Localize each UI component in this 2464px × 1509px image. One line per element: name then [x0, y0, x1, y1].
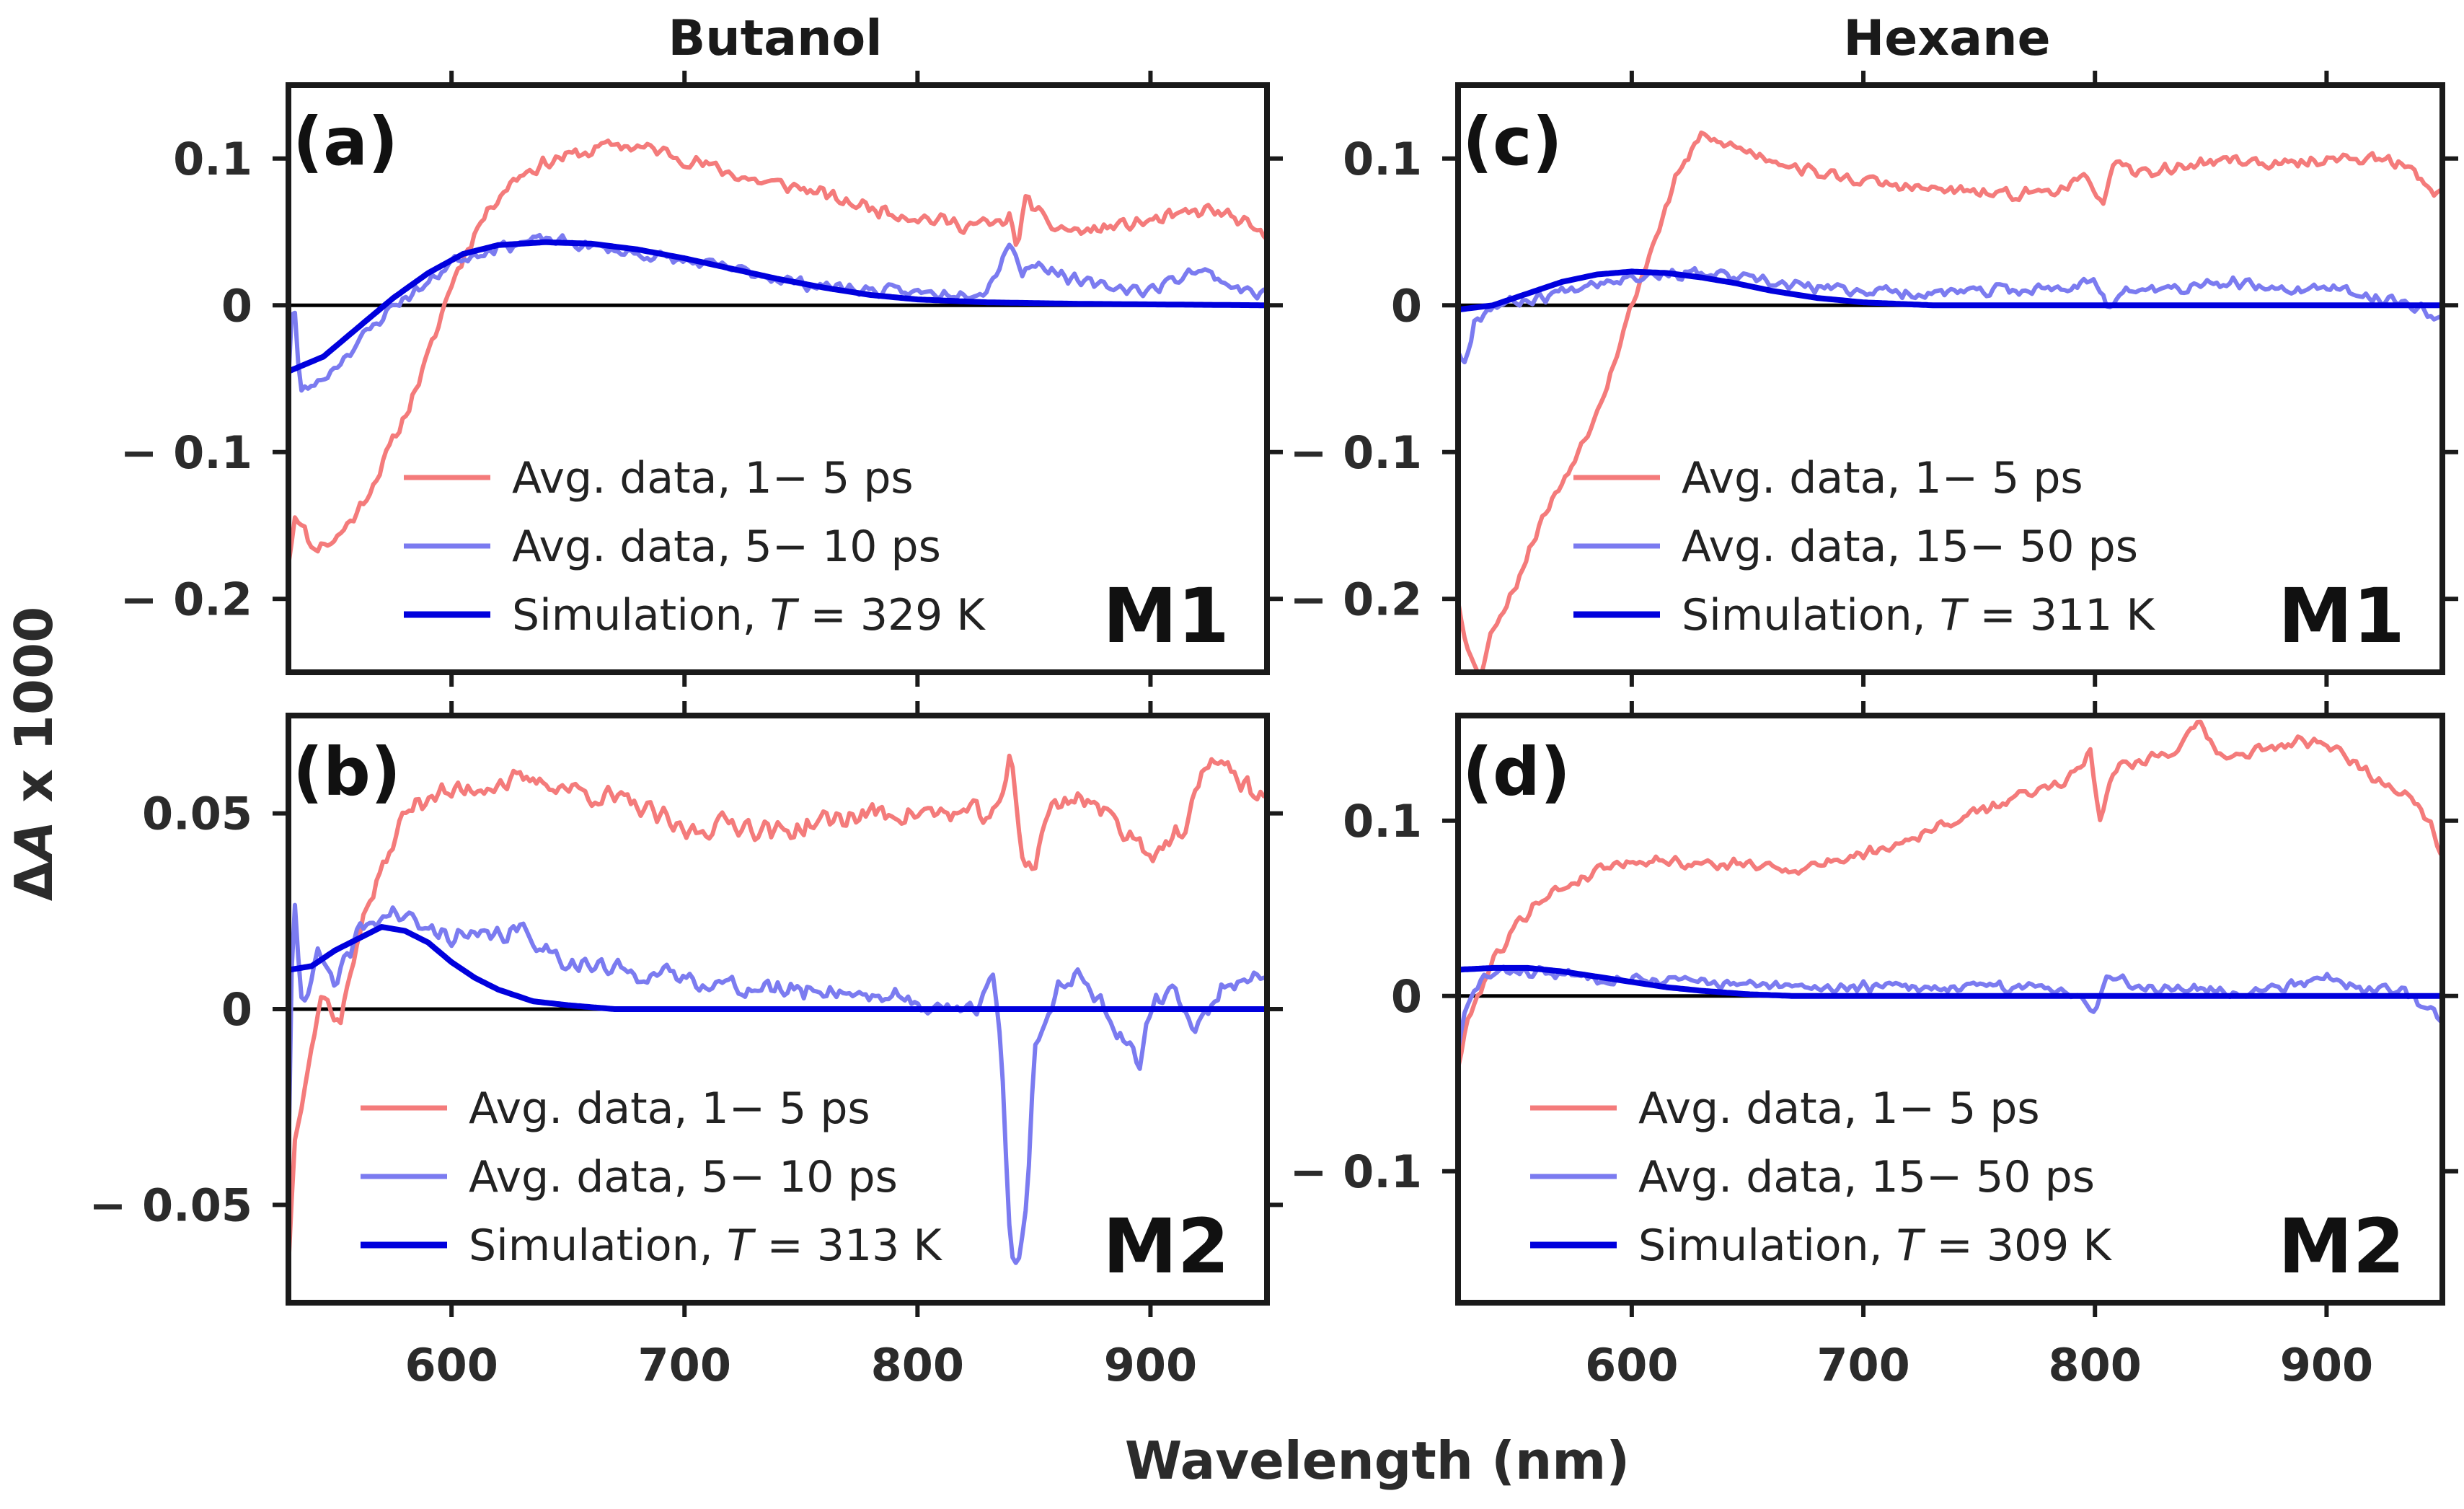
legend-entry-temp-symbol-b: T	[727, 1220, 756, 1271]
legend-entry-label-d-3: Simulation,	[1638, 1220, 1896, 1271]
legend-entry-temp-value-a: = 329 K	[796, 590, 986, 641]
legend-entry-c-3: Simulation, T = 311 K	[1682, 590, 2155, 641]
legend-entry-a-2: Avg. data, 5− 10 ps	[512, 522, 941, 572]
column-title-butanol: Butanol	[668, 10, 882, 67]
legend-entry-label-a-3: Simulation,	[512, 590, 770, 641]
plot-area-c	[1458, 130, 2442, 672]
legend-entry-d-2: Avg. data, 15− 50 ps	[1638, 1152, 2095, 1202]
x-tick-label-d-2: 800	[2049, 1339, 2142, 1391]
x-tick-label-b-1: 700	[638, 1339, 731, 1391]
y-tick-label-b-0: 0.05	[142, 788, 252, 840]
legend-entry-c-1: Avg. data, 1− 5 ps	[1682, 453, 2083, 503]
legend-entry-label-c-3: Simulation,	[1682, 590, 1940, 641]
legend-entry-d-3: Simulation, T = 309 K	[1638, 1220, 2112, 1271]
x-tick-label-b-3: 900	[1104, 1339, 1197, 1391]
y-tick-label-a-2: − 0.1	[120, 426, 252, 479]
series-line-d-3	[1458, 964, 2442, 999]
y-tick-label-d-0: 0.1	[1343, 795, 1422, 848]
y-axis-label-symbol: A	[4, 821, 64, 865]
y-tick-label-b-2: − 0.05	[89, 1179, 252, 1231]
x-axis-label: Wavelength (nm)	[1125, 1430, 1630, 1491]
y-tick-label-c-2: − 0.1	[1290, 426, 1422, 479]
legend-a: Avg. data, 1− 5 ps Avg. data, 5− 10 ps Sim…	[404, 453, 986, 641]
panel-label-b: (b)	[293, 734, 401, 811]
y-tick-label-a-3: − 0.2	[120, 573, 252, 625]
legend-entry-c-2: Avg. data, 15− 50 ps	[1682, 522, 2138, 572]
plot-frame-c	[1455, 82, 2445, 675]
x-tick-label-d-1: 700	[1816, 1339, 1909, 1391]
legend-b: Avg. data, 1− 5 ps Avg. data, 5− 10 ps Sim…	[361, 1083, 942, 1271]
y-tick-label-d-2: − 0.1	[1290, 1145, 1422, 1198]
series-line-b-1	[288, 753, 1267, 1270]
legend-entry-temp-value-d: = 309 K	[1922, 1220, 2112, 1271]
series-line-a-1	[288, 138, 1267, 568]
legend-entry-temp-value-c: = 311 K	[1966, 590, 2155, 641]
legend-entry-b-3: Simulation, T = 313 K	[469, 1220, 942, 1271]
legend-entry-label-b-3: Simulation,	[469, 1220, 727, 1271]
model-label-c: M1	[2278, 572, 2405, 660]
legend-entry-temp-symbol-d: T	[1896, 1220, 1926, 1271]
panel-label-a: (a)	[293, 103, 398, 180]
y-axis-label: ΔA x 1000	[4, 607, 64, 901]
plot-area-d	[1458, 719, 2442, 1070]
y-tick-label-b-1: 0	[221, 983, 252, 1036]
x-tick-label-b-2: 800	[871, 1339, 964, 1391]
x-tick-label-d-3: 900	[2280, 1339, 2373, 1391]
series-line-a-2	[288, 232, 1267, 393]
plot-area-a	[288, 138, 1267, 568]
series-line-d-1	[1458, 719, 2442, 1070]
panel-d: 0.1 0 − 0.1 600 700 800 900 (d) M2 Avg. data, 1− …	[1290, 701, 2458, 1391]
legend-c: Avg. data, 1− 5 ps Avg. data, 15− 50 ps Si…	[1573, 453, 2155, 641]
panel-b: 0.05 0 − 0.05 600 700 800 900 (b) M2 Avg. data, 1…	[89, 701, 1283, 1391]
legend-d: Avg. data, 1− 5 ps Avg. data, 15− 50 ps Si…	[1530, 1083, 2112, 1271]
x-tick-label-d-0: 600	[1585, 1339, 1678, 1391]
plot-frame-a	[286, 82, 1270, 675]
legend-entry-a-3: Simulation, T = 329 K	[512, 590, 986, 641]
legend-entry-temp-symbol-a: T	[770, 590, 800, 641]
y-axis-label-delta: Δ	[4, 861, 64, 901]
y-tick-label-c-1: 0	[1391, 279, 1422, 332]
panel-label-c: (c)	[1462, 103, 1563, 180]
series-line-c-1	[1458, 130, 2442, 672]
model-label-d: M2	[2278, 1202, 2405, 1290]
series-line-c-3	[1458, 268, 2442, 313]
plot-area-b	[288, 753, 1267, 1270]
legend-entry-temp-value-b: = 313 K	[753, 1220, 942, 1271]
column-title-hexane: Hexane	[1843, 10, 2050, 67]
legend-entry-temp-symbol-c: T	[1940, 590, 1969, 641]
y-tick-label-d-1: 0	[1391, 970, 1422, 1023]
y-tick-label-a-0: 0.1	[173, 133, 252, 185]
y-axis-label-scale: x 1000	[4, 607, 64, 821]
legend-entry-b-1: Avg. data, 1− 5 ps	[469, 1083, 870, 1134]
legend-entry-d-1: Avg. data, 1− 5 ps	[1638, 1083, 2040, 1134]
y-tick-label-c-0: 0.1	[1343, 133, 1422, 185]
plot-frame-d	[1455, 713, 2445, 1306]
model-label-b: M2	[1103, 1202, 1229, 1290]
y-tick-label-c-3: − 0.2	[1290, 573, 1422, 625]
series-line-a-3	[288, 239, 1267, 374]
series-line-b-3	[288, 924, 1267, 1012]
legend-entry-a-1: Avg. data, 1− 5 ps	[512, 453, 914, 503]
panel-label-d: (d)	[1462, 734, 1571, 811]
model-label-a: M1	[1103, 572, 1229, 660]
y-tick-label-a-1: 0	[221, 279, 252, 332]
legend-entry-b-2: Avg. data, 5− 10 ps	[469, 1152, 898, 1202]
x-tick-label-b-0: 600	[405, 1339, 498, 1391]
series-line-c-2	[1458, 265, 2442, 365]
